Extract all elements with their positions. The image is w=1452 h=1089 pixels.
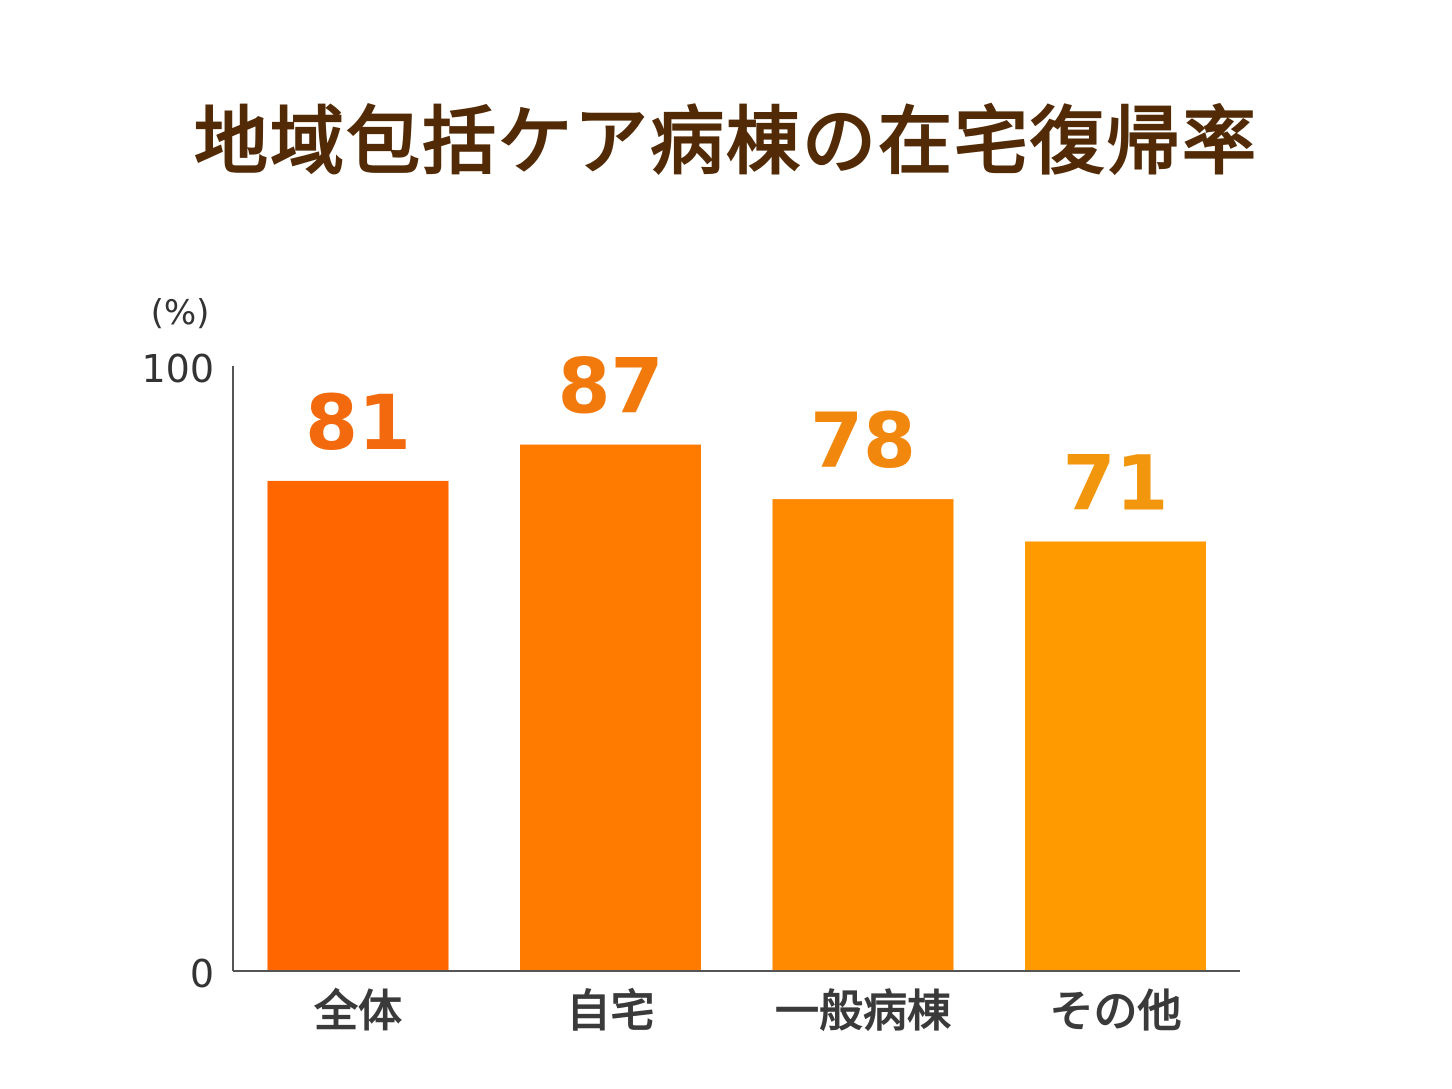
bar-value-label-2: 87 xyxy=(558,342,664,431)
y-tick-label-0: 0 xyxy=(190,952,214,996)
bar-value-label-4: 71 xyxy=(1063,439,1169,528)
category-label-4: その他 xyxy=(1050,986,1182,1037)
chart-title: 地域包括ケア病棟の在宅復帰率 xyxy=(194,99,1258,185)
y-tick-label-100: 100 xyxy=(141,347,214,391)
labels-layer: 81 全体 87 自宅 78 一般病棟 71 その他 xyxy=(305,342,1181,1037)
bars-layer xyxy=(267,444,1206,972)
category-label-2: 自宅 xyxy=(567,986,655,1037)
category-label-3: 一般病棟 xyxy=(775,986,952,1037)
bar-2 xyxy=(520,444,701,972)
category-label-1: 全体 xyxy=(313,986,402,1037)
y-axis-unit-label: (%) xyxy=(151,293,210,333)
bar-1 xyxy=(267,480,449,971)
bar-4 xyxy=(1025,541,1206,971)
bar-value-label-3: 78 xyxy=(810,396,916,485)
bar-3 xyxy=(772,499,954,971)
bar-value-label-1: 81 xyxy=(305,378,411,467)
